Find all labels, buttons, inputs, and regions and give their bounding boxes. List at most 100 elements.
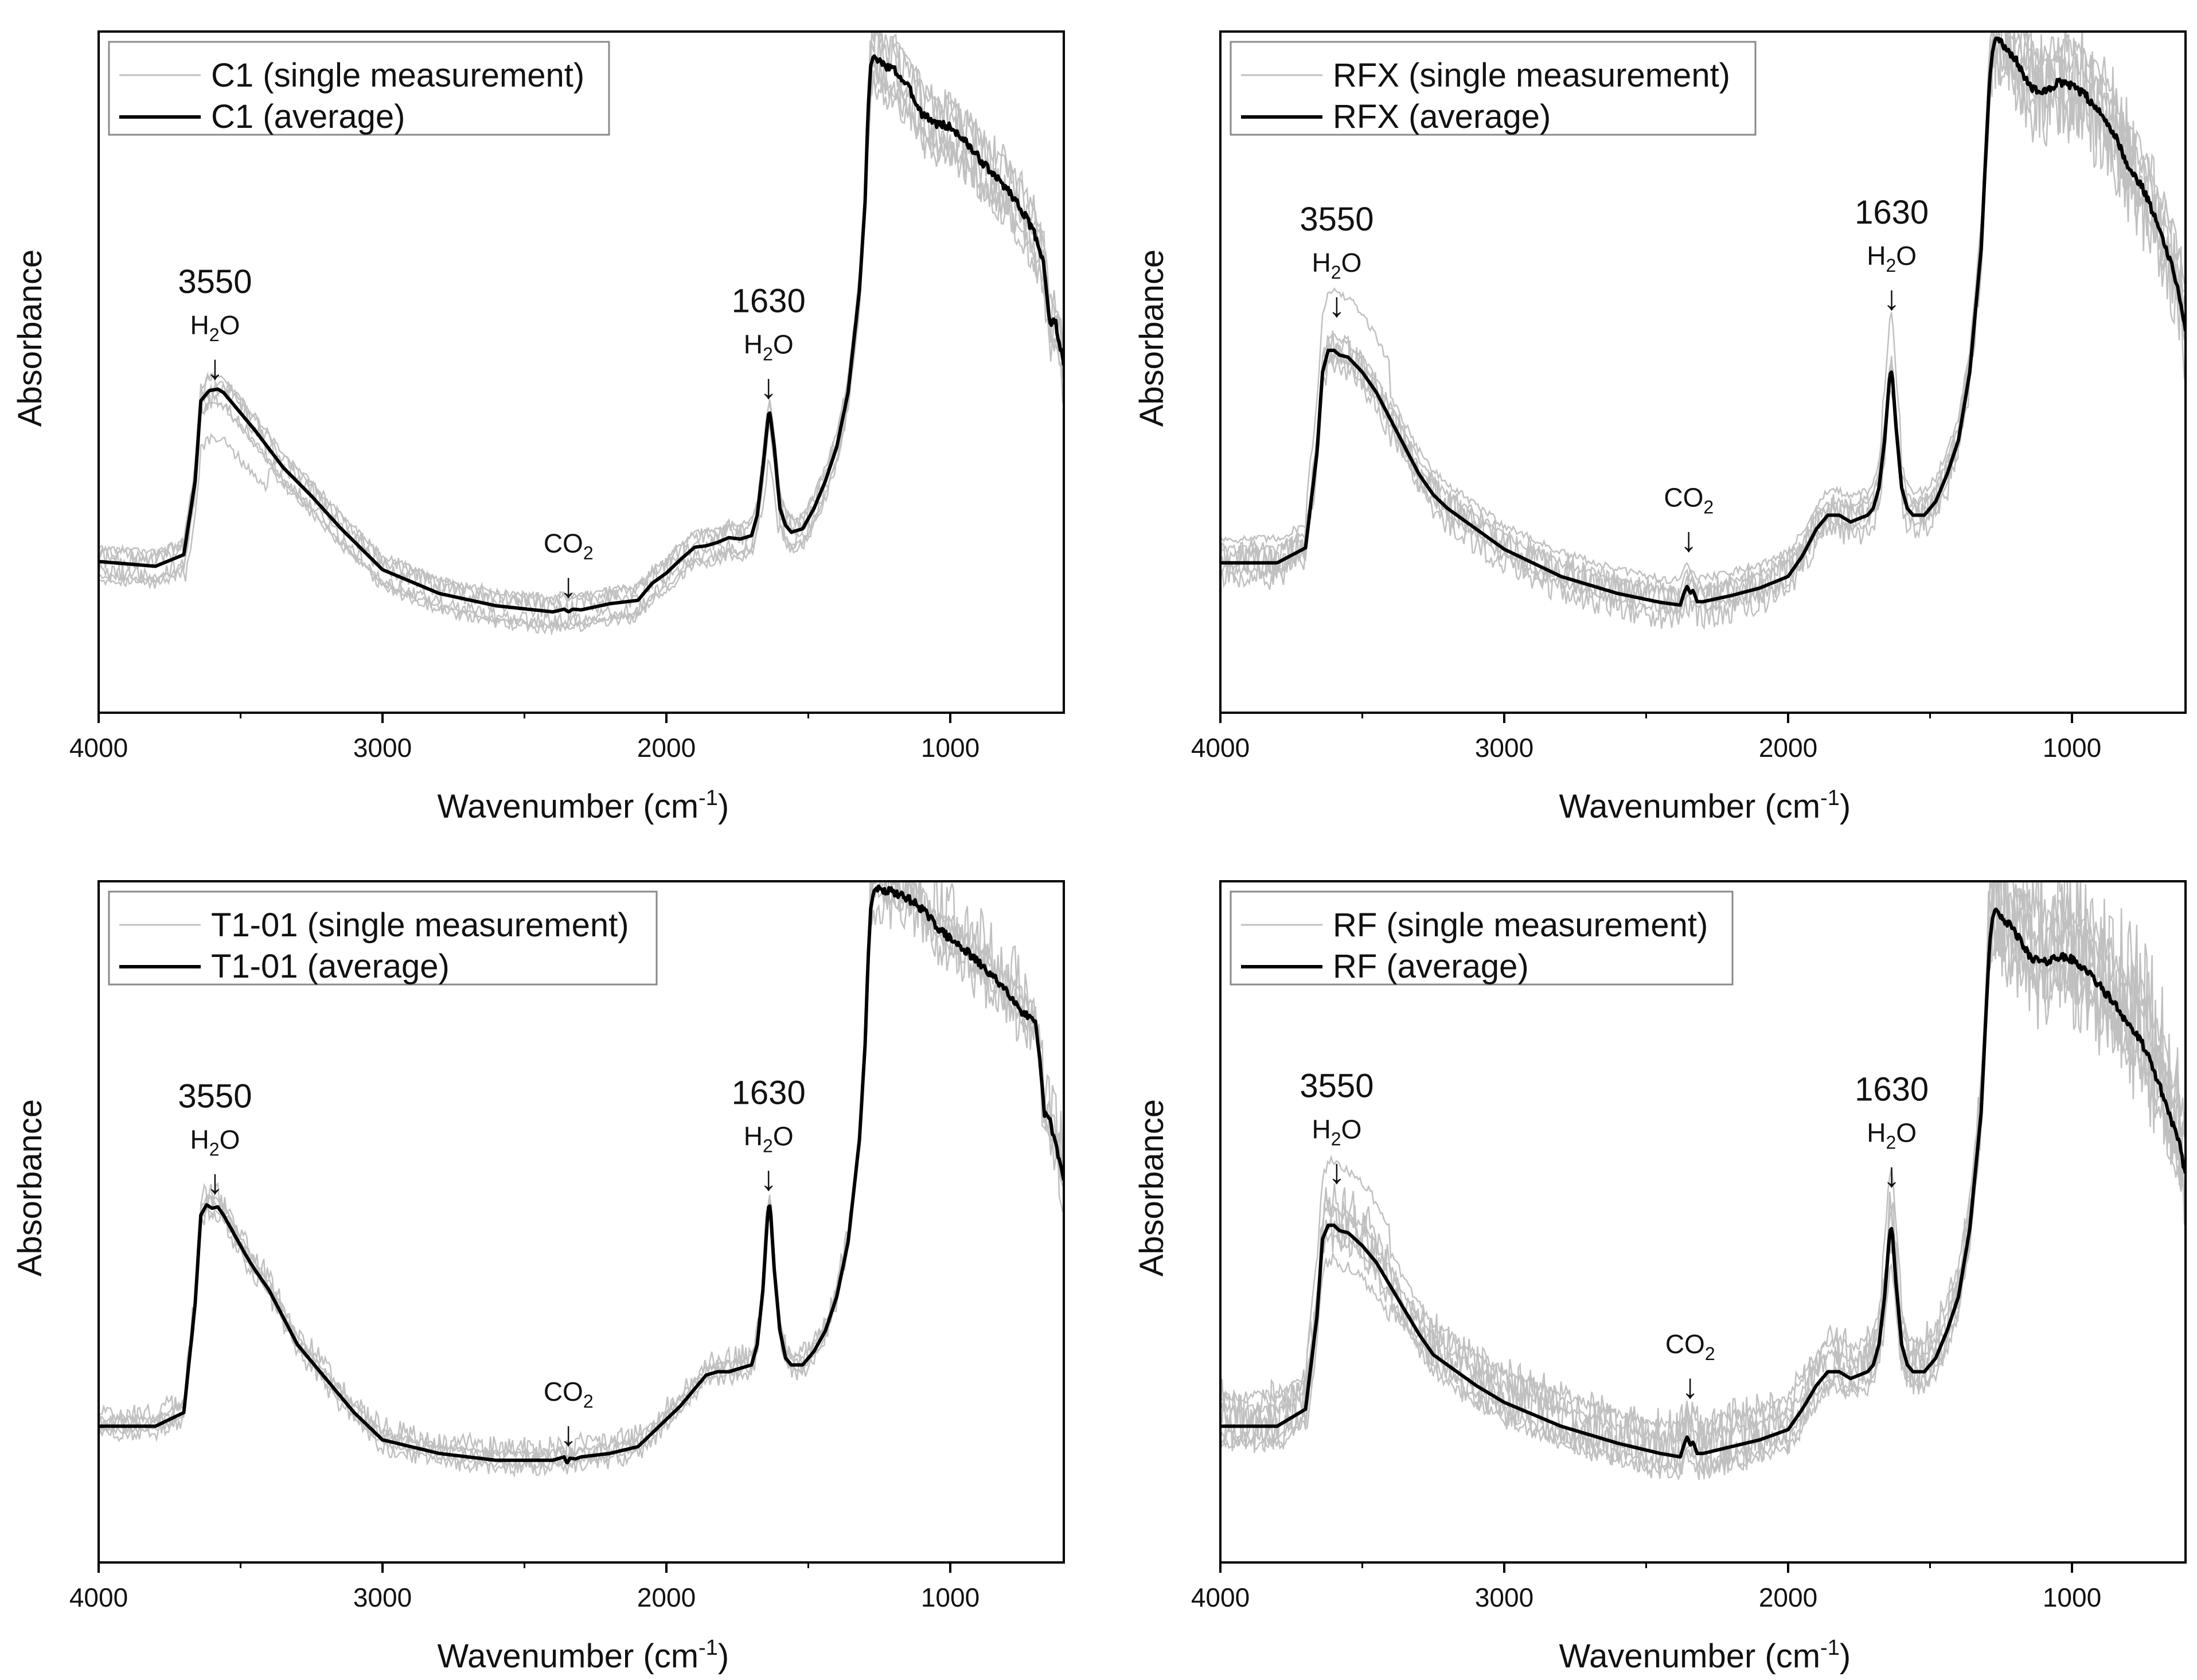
down-arrow-icon: ↓ — [1681, 1367, 1699, 1405]
x-axis-label: Wavenumber (cm-1) — [1559, 1636, 1851, 1675]
peak-annotation: ↓CO2 — [1664, 483, 1714, 559]
legend-label-average: RF (average) — [1333, 948, 1529, 985]
peak-species-label: H2O — [1867, 241, 1917, 276]
x-tick-label: 2000 — [1759, 1583, 1817, 1612]
legend: T1-01 (single measurement) T1-01 (average… — [108, 890, 658, 986]
single-measurement-line — [1220, 881, 2186, 1465]
x-tick-label: 3000 — [1475, 733, 1533, 763]
plot-frame — [1219, 880, 2187, 1564]
legend-label-average: RFX (average) — [1333, 98, 1551, 135]
single-measurement-line — [99, 881, 1064, 1464]
legend: C1 (single measurement) C1 (average) — [108, 41, 610, 136]
panel-top-left: 4000 3000 2000 1000 Wavenumber (cm-1) Absorba… — [11, 30, 1065, 825]
peak-annotation: ↓H2O 3550 — [1300, 1068, 1373, 1191]
down-arrow-icon: ↓ — [1883, 1155, 1901, 1194]
y-axis-label: Absorbance — [1133, 1099, 1170, 1277]
single-measurement-line — [99, 32, 1064, 607]
peak-species-label: H2O — [1312, 1115, 1362, 1150]
single-measurement-line — [1220, 891, 2186, 1480]
peak-species-label: H2O — [744, 1121, 794, 1156]
legend-box — [1230, 41, 1757, 136]
single-measurement-line — [99, 54, 1064, 630]
peak-species-label: H2O — [1312, 248, 1362, 283]
peak-annotation: ↓H2O 1630 — [732, 282, 806, 405]
peak-annotation: ↓CO2 — [544, 528, 594, 604]
legend-label-single: RFX (single measurement) — [1333, 57, 1730, 94]
down-arrow-icon: ↓ — [1328, 1152, 1345, 1191]
peak-annotation: ↓H2O 3550 — [178, 263, 252, 386]
peak-species-label: CO2 — [1664, 483, 1714, 518]
legend-box — [108, 890, 658, 986]
peak-wavenumber-label: 3550 — [1300, 201, 1373, 238]
down-arrow-icon: ↓ — [1328, 286, 1345, 324]
down-arrow-icon: ↓ — [560, 566, 577, 604]
peak-wavenumber-label: 1630 — [1855, 1070, 1929, 1108]
single-measurement-line — [99, 32, 1064, 619]
plot-area — [1220, 32, 2186, 630]
y-axis-label: Absorbance — [1133, 249, 1170, 427]
peak-wavenumber-label: 3550 — [178, 263, 252, 300]
x-tick-label: 1000 — [2043, 1583, 2101, 1612]
peak-annotation: ↓CO2 — [1665, 1329, 1715, 1405]
peak-annotation: ↓H2O 3550 — [1300, 201, 1373, 324]
peak-species-label: H2O — [744, 329, 794, 364]
plot-frame — [1219, 30, 2187, 714]
peak-species-label: H2O — [190, 310, 240, 345]
single-measurement-line — [99, 71, 1064, 636]
plot-frame — [97, 30, 1065, 714]
x-tick-label: 3000 — [353, 1583, 412, 1612]
panel-bottom-left: 4000 3000 2000 1000 Wavenumber (cm-1) Absorba… — [11, 880, 1065, 1675]
peak-wavenumber-label: 1630 — [732, 1074, 806, 1111]
x-tick-label: 1000 — [921, 1583, 980, 1612]
peak-annotation: ↓CO2 — [544, 1377, 594, 1453]
peak-species-label: H2O — [1867, 1118, 1917, 1152]
legend-label-single: C1 (single measurement) — [211, 57, 584, 94]
panel-top-right: 4000 3000 2000 1000 Wavenumber (cm-1) Absorba… — [1133, 30, 2187, 825]
legend-box — [1230, 890, 1734, 986]
x-tick-label: 4000 — [69, 1583, 128, 1612]
plot-area — [1220, 881, 2186, 1481]
average-line — [99, 884, 1064, 1464]
legend-label-average: T1-01 (average) — [211, 948, 450, 985]
single-measurement-line — [1220, 36, 2186, 630]
y-axis-label: Absorbance — [11, 249, 49, 427]
peak-species-label: CO2 — [544, 528, 594, 563]
down-arrow-icon: ↓ — [760, 1159, 777, 1197]
down-arrow-icon: ↓ — [760, 367, 777, 405]
peak-annotation: ↓H2O 3550 — [178, 1077, 252, 1201]
peak-wavenumber-label: 3550 — [1300, 1068, 1373, 1105]
x-tick-label: 4000 — [69, 733, 128, 763]
panel-bottom-right: 4000 3000 2000 1000 Wavenumber (cm-1) Absorba… — [1133, 880, 2187, 1675]
down-arrow-icon: ↓ — [206, 1162, 224, 1201]
y-axis-label: Absorbance — [11, 1099, 49, 1277]
legend-label-single: RF (single measurement) — [1333, 907, 1708, 944]
peak-wavenumber-label: 3550 — [178, 1077, 252, 1115]
single-measurement-line — [99, 32, 1064, 603]
plot-area — [99, 32, 1064, 636]
down-arrow-icon: ↓ — [1680, 521, 1697, 559]
x-tick-label: 4000 — [1191, 733, 1250, 763]
x-tick-label: 2000 — [1759, 733, 1817, 763]
plot-area — [99, 881, 1064, 1479]
plot-frame — [97, 880, 1065, 1564]
x-tick-label: 1000 — [921, 733, 980, 763]
down-arrow-icon: ↓ — [1883, 279, 1901, 317]
peak-annotation: ↓H2O 1630 — [732, 1074, 806, 1197]
peak-annotation: ↓H2O 1630 — [1855, 194, 1929, 317]
down-arrow-icon: ↓ — [560, 1415, 577, 1453]
x-axis-label: Wavenumber (cm-1) — [438, 786, 729, 825]
average-line — [1220, 36, 2186, 607]
legend-box — [108, 41, 610, 136]
single-measurement-line — [1220, 32, 2186, 584]
peak-species-label: CO2 — [544, 1377, 594, 1412]
single-measurement-line — [1220, 925, 2186, 1481]
legend: RFX (single measurement) RFX (average) — [1230, 41, 1757, 136]
single-measurement-line — [1220, 881, 2186, 1463]
x-axis-label: Wavenumber (cm-1) — [438, 1636, 729, 1675]
peak-species-label: CO2 — [1665, 1329, 1715, 1364]
x-tick-label: 4000 — [1191, 1583, 1250, 1612]
x-tick-label: 2000 — [637, 733, 696, 763]
legend-label-average: C1 (average) — [211, 98, 405, 135]
x-tick-label: 1000 — [2043, 733, 2101, 763]
